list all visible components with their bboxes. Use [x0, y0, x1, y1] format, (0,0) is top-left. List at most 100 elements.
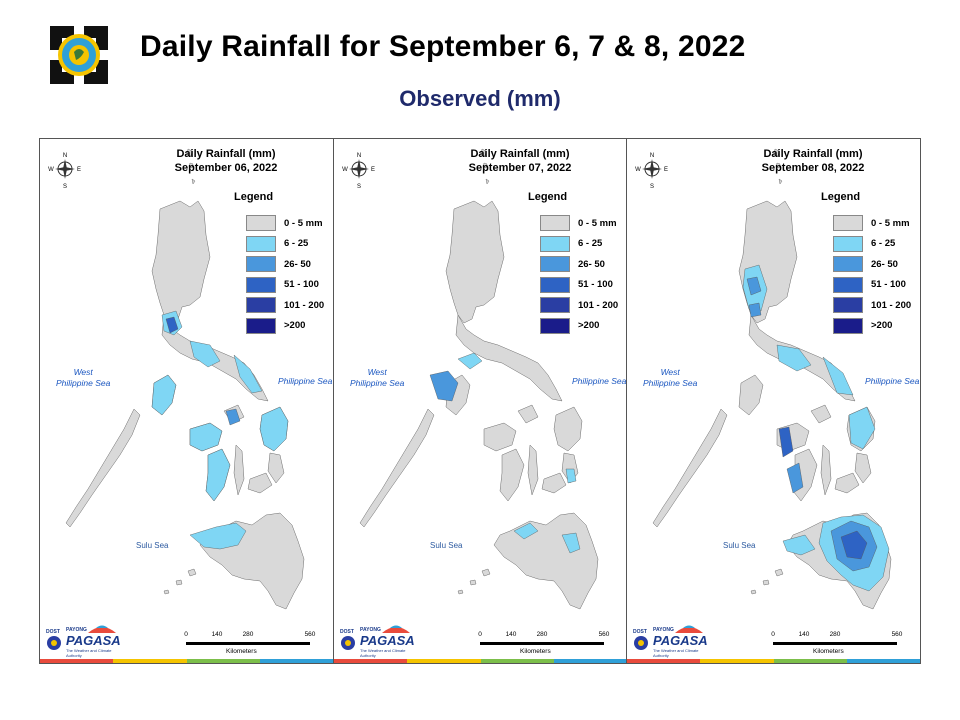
scale-tick: 140 — [798, 631, 810, 638]
panel-date: September 08, 2022 — [761, 162, 865, 174]
rainfall-area — [205, 448, 231, 502]
svg-text:W: W — [342, 167, 348, 173]
panel-title: Daily Rainfall (mm) September 08, 2022 — [728, 147, 898, 175]
rainfall-area — [457, 352, 483, 370]
legend-swatch — [540, 317, 570, 334]
rainfall-area — [840, 530, 868, 560]
rainfall-area — [561, 532, 581, 554]
legend: Legend 0 - 5 mm 6 - 25 26- 50 51 - 100 101 -… — [512, 191, 622, 336]
scale-tick: 560 — [304, 631, 316, 638]
legend-heading: Legend — [821, 191, 861, 203]
pagasa-brand-icon — [47, 625, 116, 650]
rainfall-area — [429, 370, 459, 402]
scale-tick: 140 — [211, 631, 223, 638]
scale-unit: Kilometers — [520, 648, 551, 655]
legend-swatch — [246, 256, 276, 273]
legend-label: 0 - 5 mm — [871, 217, 910, 229]
legend-swatch — [246, 297, 276, 314]
legend-label: >200 — [284, 320, 306, 332]
legend-item: >200 — [805, 316, 915, 337]
scale-tick: 280 — [242, 631, 254, 638]
scale-unit: Kilometers — [226, 648, 257, 655]
brand-name: PAGASA — [360, 633, 415, 648]
compass-rose-icon: N S W E — [342, 153, 375, 189]
legend: Legend 0 - 5 mm 6 - 25 26- 50 51 - 100 101 -… — [218, 191, 328, 336]
legend-heading: Legend — [234, 191, 274, 203]
legend-swatch — [540, 215, 570, 232]
legend-swatch — [246, 317, 276, 334]
legend: Legend 0 - 5 mm 6 - 25 26- 50 51 - 100 101 -… — [805, 191, 915, 336]
panel-title-main: Daily Rainfall (mm) — [763, 148, 863, 160]
legend-heading: Legend — [528, 191, 568, 203]
rainfall-area — [513, 522, 539, 540]
legend-swatch — [833, 235, 863, 252]
legend-label: 51 - 100 — [578, 279, 613, 291]
svg-text:N: N — [63, 153, 67, 159]
philippines-map — [65, 148, 305, 610]
sulu-sea-label: Sulu Sea — [430, 541, 463, 550]
legend-item: >200 — [218, 316, 328, 337]
panel-title-main: Daily Rainfall (mm) — [176, 148, 276, 160]
svg-text:E: E — [371, 167, 375, 173]
legend-label: 51 - 100 — [871, 279, 906, 291]
svg-text:W: W — [48, 167, 54, 173]
sulu-sea-label: Sulu Sea — [136, 541, 169, 550]
page-subtitle: Observed (mm) — [399, 86, 561, 111]
rainfall-area — [782, 534, 816, 556]
scale-tick: 0 — [771, 631, 775, 638]
legend-item: 26- 50 — [805, 254, 915, 275]
sulu-sea-label: Sulu Sea — [723, 541, 756, 550]
brand-name: PAGASA — [66, 633, 121, 648]
legend-label: 6 - 25 — [578, 238, 603, 250]
map-panel-sep-08: N S W E Daily Rainfall (mm) September 08… — [626, 138, 921, 664]
philippine-sea-label: Philippine Sea — [572, 376, 627, 386]
brand-name: PAGASA — [653, 633, 708, 648]
brand-dost: DOST — [46, 629, 60, 635]
svg-text:N: N — [650, 153, 654, 159]
legend-label: 26- 50 — [871, 258, 898, 270]
legend-swatch — [246, 215, 276, 232]
legend-label: 0 - 5 mm — [284, 217, 323, 229]
legend-item: 51 - 100 — [218, 275, 328, 296]
legend-item: 0 - 5 mm — [218, 213, 328, 234]
map-panel-sep-06: N S W E Daily Rainfall (mm) September 06… — [39, 138, 334, 664]
legend-item: 0 - 5 mm — [805, 213, 915, 234]
legend-swatch — [833, 215, 863, 232]
scale-bar: 0 140 280 560 Kilometers — [184, 631, 326, 659]
legend-swatch — [540, 297, 570, 314]
rainfall-area — [151, 374, 177, 416]
legend-swatch — [833, 297, 863, 314]
rainfall-area — [189, 522, 247, 550]
rainfall-area — [748, 302, 762, 318]
color-stripe — [334, 659, 627, 663]
rainfall-area — [225, 408, 241, 426]
brand-tagline: The Weather and Climate Authority — [653, 648, 699, 658]
rainfall-area — [189, 422, 223, 452]
panel-title: Daily Rainfall (mm) September 07, 2022 — [435, 147, 605, 175]
scale-tick: 280 — [536, 631, 548, 638]
legend-swatch — [540, 256, 570, 273]
scale-tick: 0 — [184, 631, 188, 638]
legend-label: 6 - 25 — [284, 238, 309, 250]
legend-label: 26- 50 — [284, 258, 311, 270]
scale-tick: 560 — [598, 631, 610, 638]
scale-tick: 140 — [505, 631, 517, 638]
pagasa-brand-icon — [634, 625, 703, 650]
rainfall-area — [565, 468, 577, 484]
legend-swatch — [833, 256, 863, 273]
legend-item: 6 - 25 — [805, 234, 915, 255]
brand-dost: DOST — [633, 629, 647, 635]
legend-label: >200 — [578, 320, 600, 332]
svg-text:W: W — [635, 167, 641, 173]
svg-text:N: N — [357, 153, 361, 159]
scale-unit: Kilometers — [813, 648, 844, 655]
scale-bar: 0 140 280 560 Kilometers — [478, 631, 620, 659]
legend-swatch — [246, 235, 276, 252]
legend-swatch — [540, 235, 570, 252]
legend-label: 26- 50 — [578, 258, 605, 270]
scale-tick: 0 — [478, 631, 482, 638]
rainfall-area — [165, 316, 179, 334]
svg-text:S: S — [63, 184, 67, 189]
color-stripe — [40, 659, 333, 663]
pagasa-brand-icon — [341, 625, 410, 650]
